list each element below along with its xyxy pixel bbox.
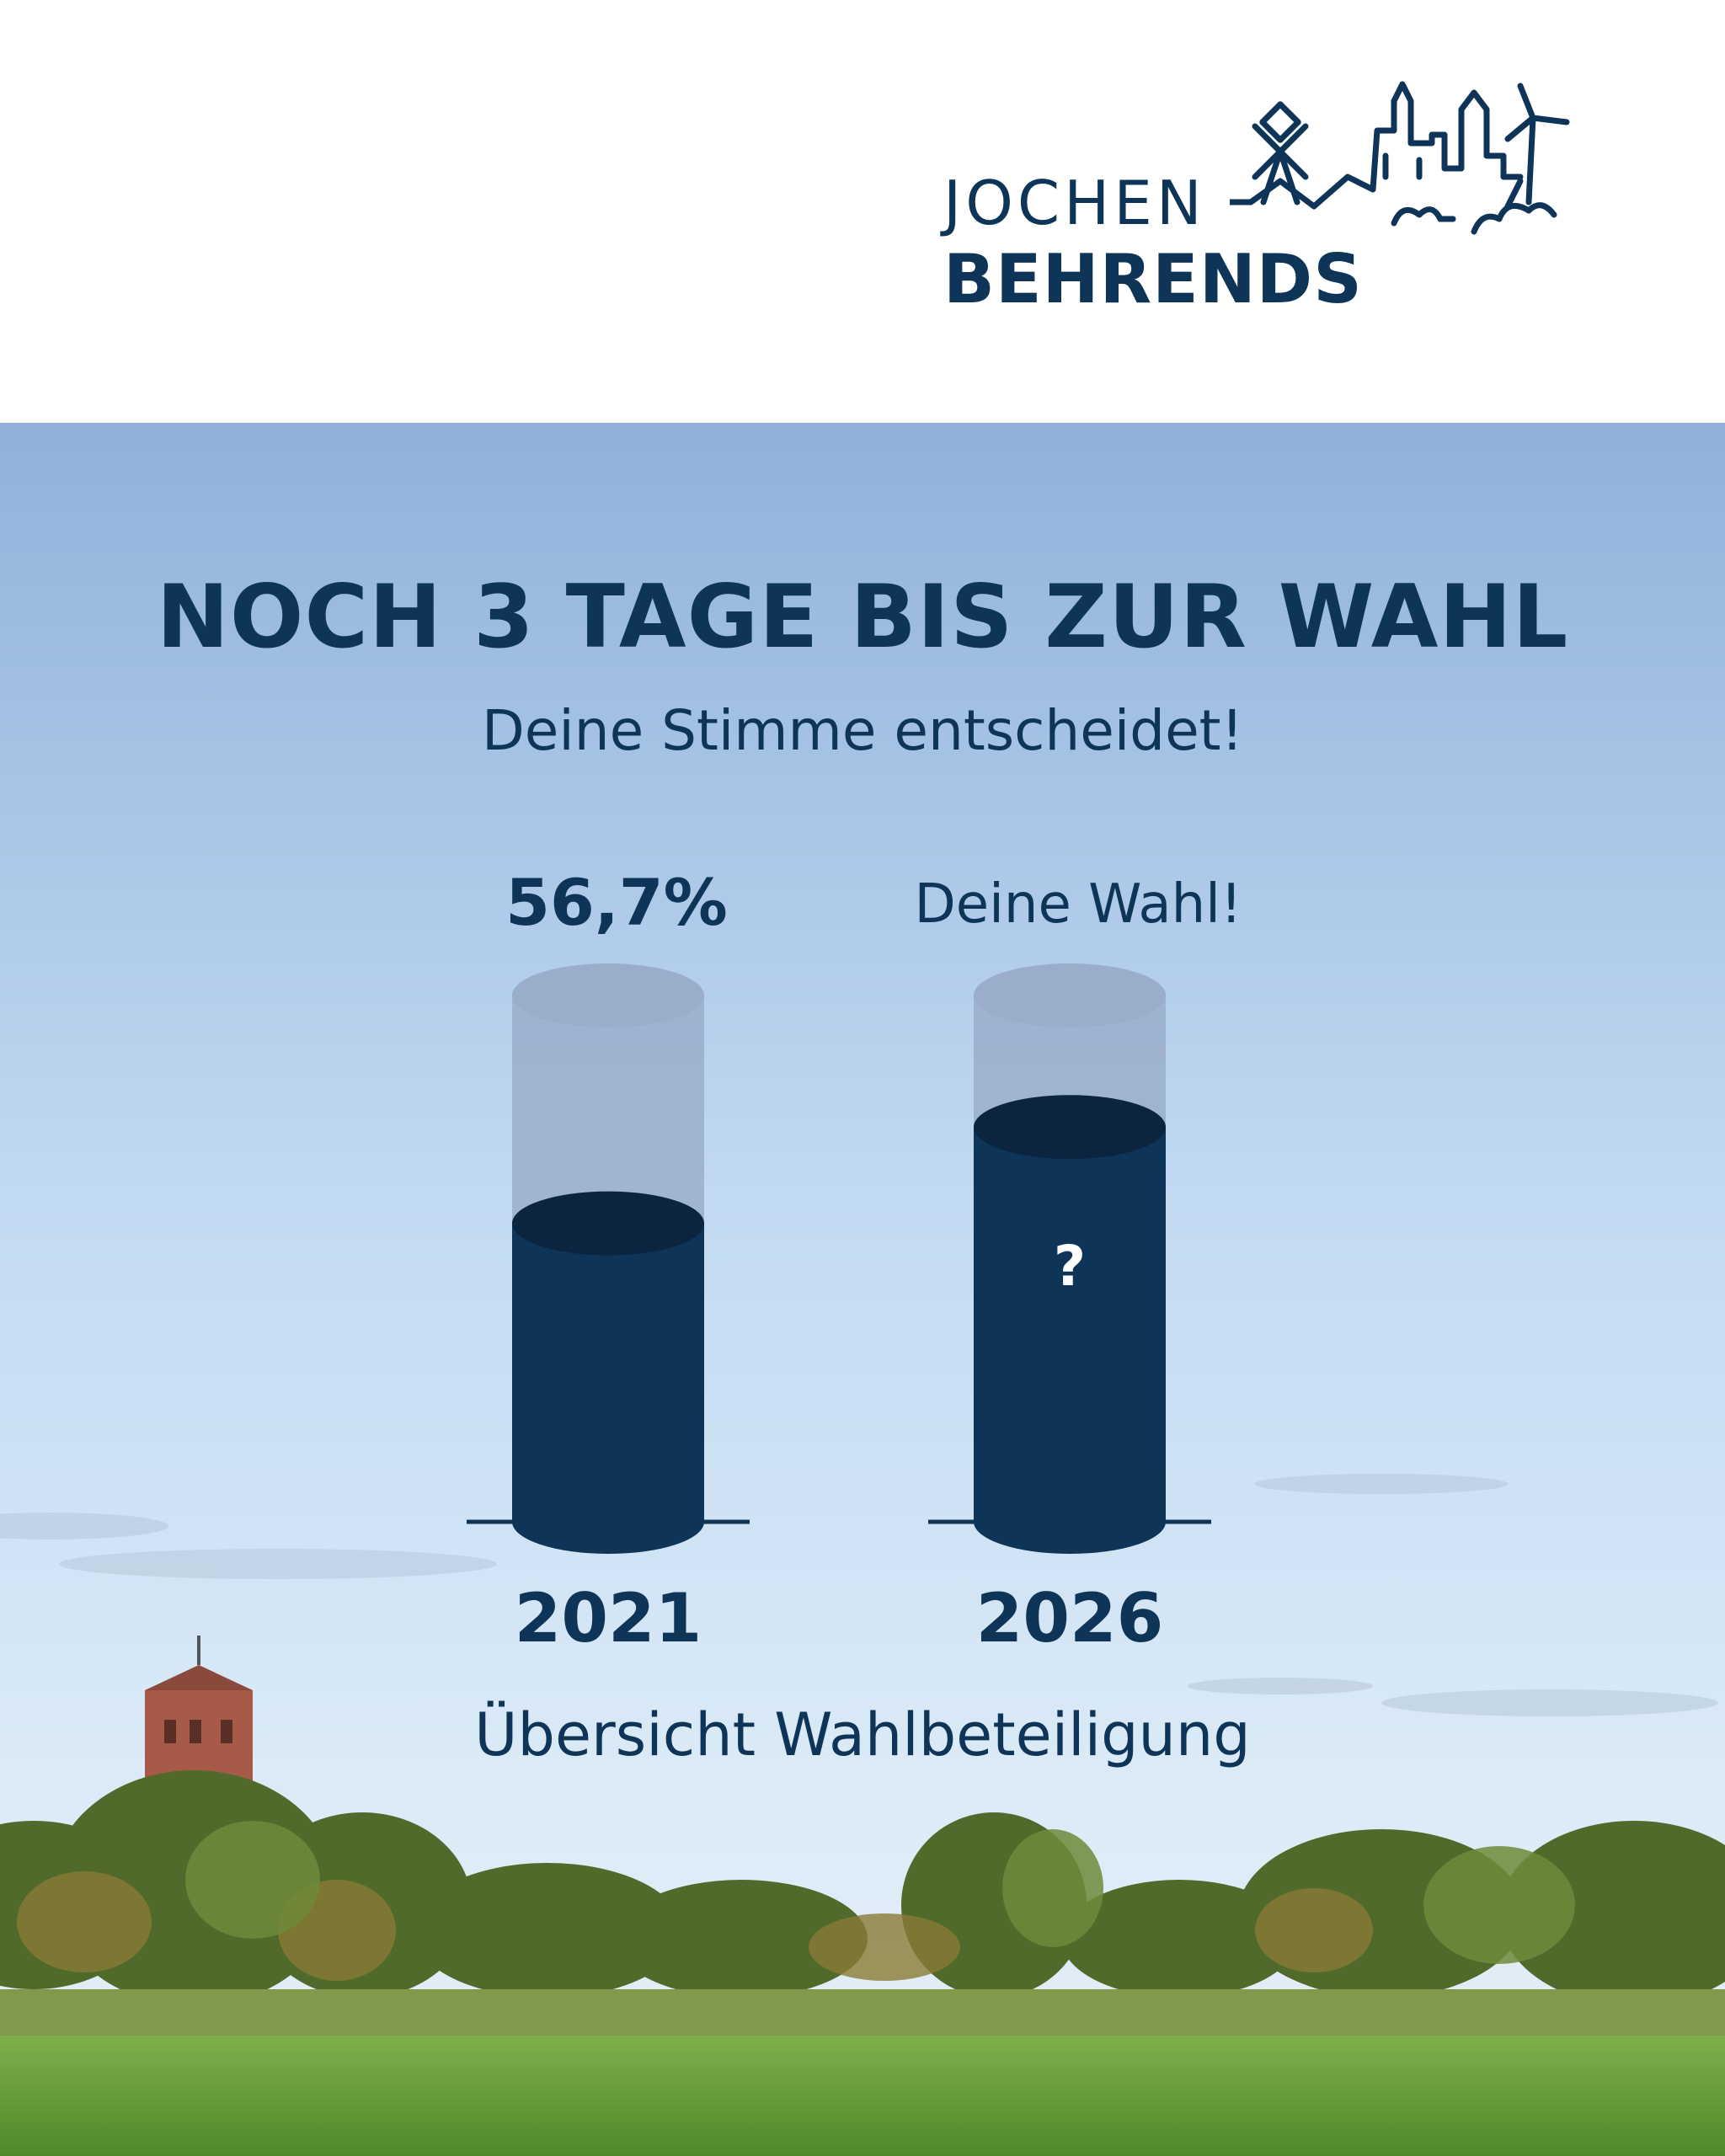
landscape-illustration [0,423,1725,2156]
bar-2021 [512,1223,704,1522]
chart-caption: Übersicht Wahlbeteiligung [474,1700,1251,1769]
candidate-logo: JOCHEN BEHRENDS [943,76,1600,328]
landscape-background: NOCH 3 TAGE BIS ZUR WAHL Deine Stimme en… [0,423,1725,2156]
turnout-chart: ? [467,963,1211,1554]
town-skyline-icon [1230,81,1570,235]
bar-center-label-2026: ? [1054,1234,1086,1299]
bar-bottom-2021 [512,1490,704,1554]
headline: NOCH 3 TAGE BIS ZUR WAHL [156,567,1569,668]
x-tick-label-2021: 2021 [514,1579,702,1657]
header: JOCHEN BEHRENDS [0,0,1725,423]
bar-bottom-2026 [974,1490,1166,1554]
subline: Deine Stimme entscheidet! [481,698,1244,763]
bar-surface-2026 [974,1095,1166,1160]
logo-first-name: JOCHEN [943,168,1206,238]
bar-2026 [974,1127,1166,1522]
value-label-2021: 56,7% [505,865,728,940]
cylinder-rim-2026 [974,963,1166,1027]
value-label-2026: Deine Wahl! [914,873,1242,936]
bar-surface-2021 [512,1191,704,1256]
x-tick-label-2026: 2026 [975,1579,1164,1657]
cylinder-rim-2021 [512,963,704,1027]
logo-last-name: BEHRENDS [943,240,1363,318]
